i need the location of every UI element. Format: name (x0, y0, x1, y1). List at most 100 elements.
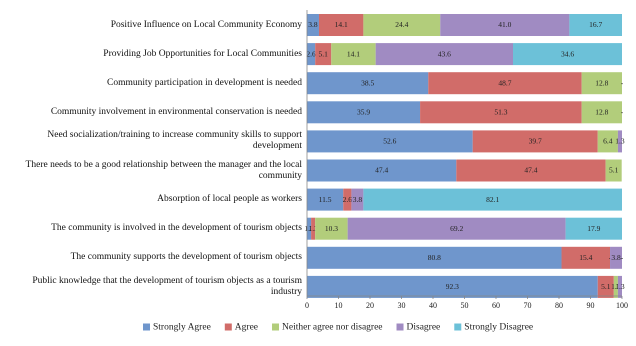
x-tick-label: 20 (366, 301, 374, 310)
x-tick-label: 0 (305, 301, 309, 310)
bar-segment (617, 130, 622, 153)
legend-swatch (143, 323, 150, 331)
value-label: 1.3 (304, 224, 314, 233)
bar-segment (440, 14, 570, 36)
bar-segment (610, 246, 622, 269)
bar-segment (428, 72, 582, 95)
value-label: 16.7 (589, 20, 602, 29)
value-label: 35.9 (357, 108, 370, 117)
bar-segment (307, 159, 457, 182)
x-tick-label: 40 (429, 301, 437, 310)
category-label: Absorption of local people as workers (157, 194, 302, 205)
value-label: 24.4 (395, 20, 408, 29)
bar-segment (351, 188, 364, 211)
value-label: 43.6 (438, 49, 451, 58)
bar-segment (307, 101, 421, 124)
value-label: 47.4 (524, 166, 537, 175)
bar-segment (315, 43, 332, 66)
bar-segment (456, 159, 606, 182)
value-label: 47.4 (375, 166, 388, 175)
value-label: 6.4 (603, 137, 613, 146)
bar-segment (347, 217, 566, 240)
x-tick-label: 70 (524, 301, 532, 310)
legend-swatch (272, 323, 280, 331)
value-label: - (621, 253, 624, 262)
value-label: 38.5 (361, 78, 374, 87)
bar-segment (318, 14, 364, 36)
bar-segment (307, 130, 473, 153)
value-label: 41.0 (498, 20, 511, 29)
category-label: Community involvement in environmental c… (50, 106, 302, 117)
value-label: 3.8 (611, 253, 621, 262)
value-label: 69.2 (450, 224, 463, 233)
legend-label: Neither agree nor disagree (282, 323, 383, 333)
category-label: Community participation in development i… (107, 77, 302, 88)
bar-segment (307, 275, 598, 298)
x-tick-label: 30 (398, 301, 406, 310)
legend-label: Disagree (407, 323, 441, 333)
bar-segment (307, 72, 429, 95)
value-label: 3.8 (308, 20, 318, 29)
bar-segment (343, 188, 352, 211)
value-label: 1.3 (308, 224, 318, 233)
value-label: 14.1 (335, 20, 348, 29)
value-label: 1.3 (615, 137, 625, 146)
bar-segment (581, 101, 622, 124)
value-label: 2.6 (343, 195, 353, 204)
bar-segment (307, 43, 316, 66)
value-label: 17.9 (587, 224, 600, 233)
legend-swatch (454, 323, 462, 331)
value-label: 48.7 (498, 78, 511, 87)
x-tick-label: 10 (335, 301, 343, 310)
legend-swatch (224, 323, 232, 331)
bar-segment (307, 217, 312, 240)
value-label: 5.1 (319, 49, 329, 58)
value-label: - (621, 78, 624, 87)
x-tick-label: 90 (587, 301, 595, 310)
x-tick-label: 50 (461, 301, 469, 310)
value-label: 82.1 (486, 195, 499, 204)
x-tick-label: 60 (492, 301, 500, 310)
bar-segment (331, 43, 376, 66)
bar-segment (565, 217, 622, 240)
value-label: 12.8 (595, 78, 608, 87)
value-label: 14.1 (347, 49, 360, 58)
bar-segment (597, 275, 614, 298)
category-label: Providing Job Opportunities for Local Co… (103, 48, 302, 59)
category-label: The community supports the development o… (70, 252, 302, 263)
x-tick-label: 80 (555, 301, 563, 310)
value-label: 3.8 (353, 195, 363, 204)
bar-segment (597, 130, 618, 153)
category-label: The community is involved in the develop… (51, 223, 302, 234)
value-label: 10.3 (325, 224, 338, 233)
bar-segment (513, 43, 622, 66)
bar-segment (605, 159, 622, 182)
bar-segment (569, 14, 622, 36)
bar-segment (617, 275, 622, 298)
value-label: 5.1 (601, 282, 611, 291)
bar-segment (472, 130, 598, 153)
value-label: 1.3 (611, 282, 621, 291)
legend-label: Strongly Disagree (464, 323, 533, 333)
value-label: 51.3 (494, 108, 507, 117)
bar-segment (307, 14, 319, 36)
value-label: 1.3 (615, 282, 625, 291)
category-label: Public knowledge that the development of… (32, 275, 302, 297)
category-label: Positive Influence on Local Community Ec… (110, 19, 302, 30)
value-label: 15.4 (579, 253, 592, 262)
value-label: - (621, 108, 624, 117)
value-label: 52.6 (383, 137, 396, 146)
bar-segment (375, 43, 514, 66)
value-label: 34.6 (561, 49, 574, 58)
bar-segment (581, 72, 622, 95)
bar-segment (307, 246, 562, 269)
category-label: There needs to be a good relationship be… (25, 159, 302, 181)
value-label: 5.1 (609, 166, 619, 175)
bar-segment (363, 14, 441, 36)
legend-label: Agree (235, 323, 258, 333)
value-label: 39.7 (529, 137, 542, 146)
legend-swatch (396, 323, 404, 331)
bar-segment (315, 217, 348, 240)
bar-segment (363, 188, 622, 211)
